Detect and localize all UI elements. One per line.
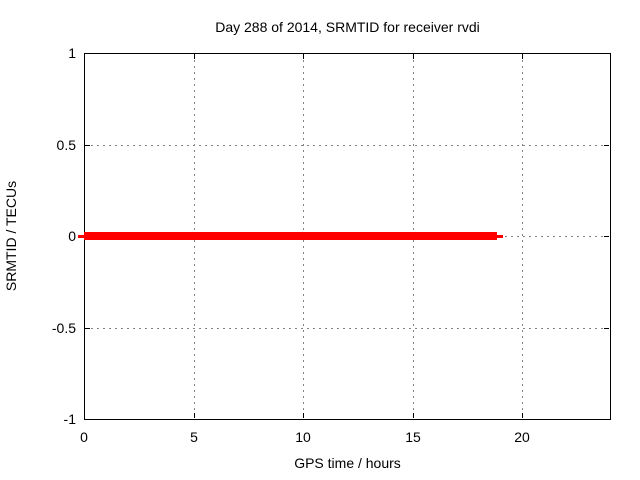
ytick-label-neg1: -1 [63,411,76,427]
tick-right-y-neg0.5 [604,328,609,329]
tick-right-y-0.5 [604,145,609,146]
xtick-label-10: 10 [295,429,311,445]
xtick-label-15: 15 [405,429,421,445]
tick-top-x-5 [194,54,195,59]
xtick-label-0: 0 [80,429,88,445]
tick-top-x-20 [522,54,523,59]
tick-left-y-neg0.5 [85,328,90,329]
tick-left-y-0.5 [85,145,90,146]
tick-top-x-10 [303,54,304,59]
tick-bottom-x-10 [303,413,304,418]
gridline-y-0.5 [85,145,609,146]
ytick-label-0: 0 [68,228,76,244]
x-axis-title: GPS time / hours [294,455,401,471]
data-series-line [84,232,497,240]
gridline-x-20 [522,54,523,418]
tick-top-x-15 [413,54,414,59]
chart-title: Day 288 of 2014, SRMTID for receiver rvd… [215,19,480,35]
tick-bottom-x-20 [522,413,523,418]
ytick-label-0.5: 0.5 [56,137,76,153]
xtick-label-5: 5 [190,429,198,445]
ytick-label-neg0.5: -0.5 [51,320,76,336]
xtick-label-20: 20 [514,429,530,445]
data-series-left-cap [78,235,84,238]
ytick-label-1: 1 [68,45,76,61]
data-series-right-cap [497,235,503,238]
tick-right-y-0 [604,236,609,237]
tick-bottom-x-15 [413,413,414,418]
tick-bottom-x-5 [194,413,195,418]
gridline-y-neg0.5 [85,328,609,329]
